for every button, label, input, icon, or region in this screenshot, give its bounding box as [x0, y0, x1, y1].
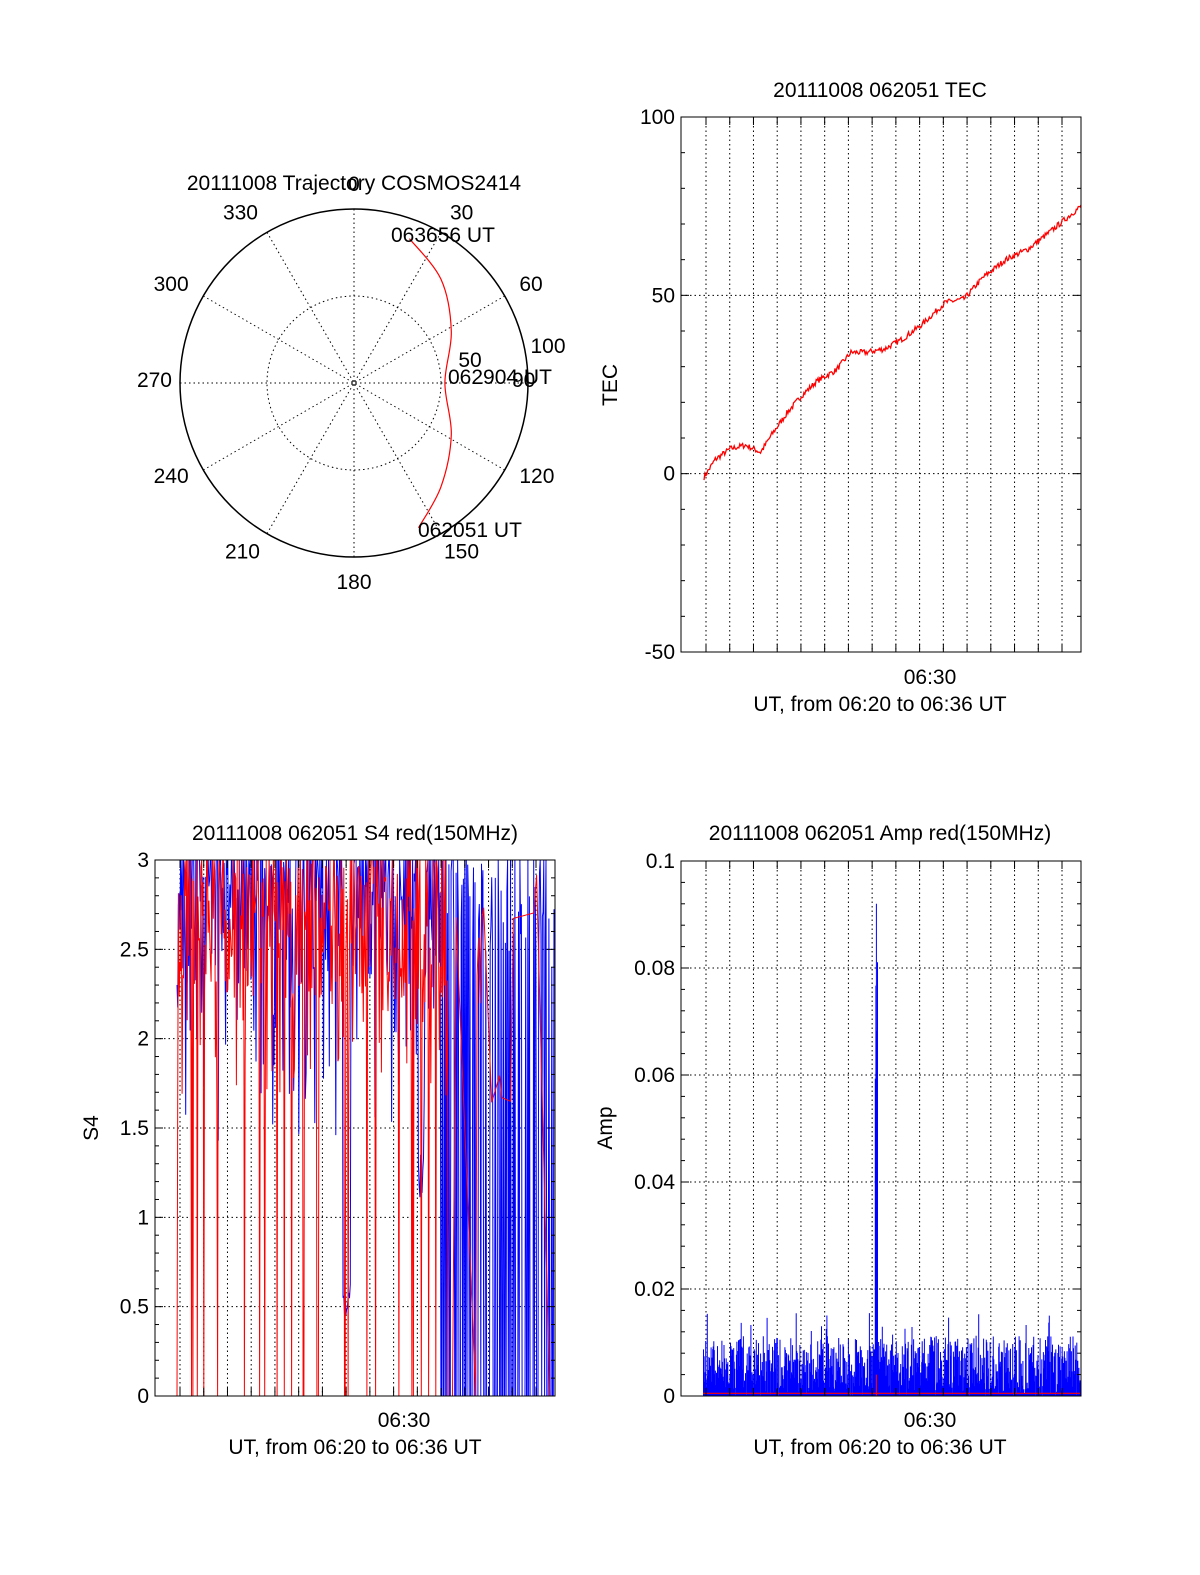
amp-ytick-label: 0.1 — [646, 850, 675, 873]
s4-ylabel: S4 — [80, 1115, 103, 1141]
tec-xlabel: UT, from 06:20 to 06:36 UT — [753, 693, 1006, 716]
tec-ytick-label: 100 — [640, 106, 675, 129]
azimuth-label: 180 — [336, 571, 371, 594]
amp-red-series — [703, 1374, 1080, 1396]
radial-label: 100 — [530, 335, 565, 358]
s4-ytick-label: 2 — [137, 1028, 149, 1051]
amp-ytick-label: 0.06 — [634, 1064, 675, 1087]
azimuth-label: 120 — [519, 465, 554, 488]
s4-ytick-label: 1.5 — [120, 1117, 149, 1140]
tec-ytick-label: 0 — [663, 463, 675, 486]
annotation-end-time: 063656 UT — [391, 224, 495, 247]
s4-title: 20111008 062051 S4 red(150MHz) — [192, 822, 518, 845]
amp-xtick-label: 06:30 — [904, 1409, 957, 1432]
amp-plot-frame — [680, 860, 1082, 1397]
amp-ytick-label: 0.04 — [634, 1171, 675, 1194]
annotation-mid-time: 062904 UT — [448, 366, 552, 389]
azimuth-label: 90 — [512, 369, 535, 392]
trajectory-polar-plot: 20111008 Trajectory COSMOS2414 0 30 60 90 12… — [137, 172, 566, 594]
amp-ylabel: Amp — [594, 1106, 617, 1149]
azimuth-label: 270 — [137, 369, 172, 392]
s4-chart: 20111008 062051 S4 red(150MHz) 0 0.5 1 1.5 2… — [80, 822, 556, 1459]
azimuth-label: 0 — [348, 173, 360, 196]
s4-xlabel: UT, from 06:20 to 06:36 UT — [228, 1436, 481, 1459]
radial-label: 50 — [458, 349, 481, 372]
azimuth-label: 210 — [225, 540, 260, 563]
amp-ytick-label: 0.02 — [634, 1278, 675, 1301]
amp-ytick-label: 0.08 — [634, 957, 675, 980]
tec-ytick-label: 50 — [652, 284, 675, 307]
azimuth-label: 300 — [154, 273, 189, 296]
tec-series-line — [703, 204, 1082, 481]
azimuth-label: 150 — [444, 540, 479, 563]
azimuth-label: 60 — [519, 273, 542, 296]
amp-blue-series — [703, 903, 1081, 1396]
tec-chart: 20111008 062051 TEC -50 0 50 100 06:30 UT, … — [599, 79, 1082, 716]
azimuth-label: 30 — [450, 202, 473, 225]
tec-plot-frame — [680, 116, 1082, 653]
tec-xtick-label: 06:30 — [904, 666, 957, 689]
tec-ylabel: TEC — [599, 364, 622, 406]
amp-ytick-label: 0 — [663, 1385, 675, 1408]
amp-title: 20111008 062051 Amp red(150MHz) — [709, 822, 1051, 845]
tec-title: 20111008 062051 TEC — [773, 79, 987, 102]
tec-ytick-label: -50 — [645, 641, 675, 664]
s4-ytick-label: 0 — [137, 1385, 149, 1408]
s4-ytick-label: 3 — [137, 849, 149, 872]
s4-xtick-label: 06:30 — [378, 1409, 431, 1432]
azimuth-label: 240 — [154, 465, 189, 488]
s4-ytick-label: 1 — [137, 1206, 149, 1229]
amp-xlabel: UT, from 06:20 to 06:36 UT — [753, 1436, 1006, 1459]
trajectory-title: 20111008 Trajectory COSMOS2414 — [187, 172, 522, 195]
s4-ytick-label: 2.5 — [120, 938, 149, 961]
amp-chart: 20111008 062051 Amp red(150MHz) 0 0.02 0.0… — [594, 822, 1082, 1459]
azimuth-label: 330 — [223, 202, 258, 225]
trajectory-line — [408, 238, 452, 529]
annotation-start-time: 062051 UT — [418, 519, 522, 542]
s4-ytick-label: 0.5 — [120, 1296, 149, 1319]
